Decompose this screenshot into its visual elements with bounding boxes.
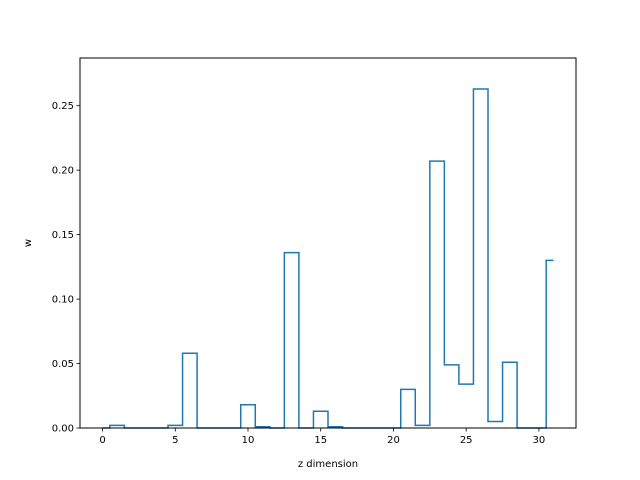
y-tick-label: 0.15 (52, 230, 74, 241)
plot-frame (79, 57, 577, 429)
series-line (102, 88, 554, 429)
x-tick-label: 15 (314, 435, 327, 446)
x-tick-label: 25 (460, 435, 473, 446)
y-tick-label: 0.20 (52, 166, 74, 177)
plot-series (102, 88, 554, 429)
x-tick-label: 10 (242, 435, 255, 446)
y-axis-label: w (23, 239, 34, 247)
y-tick-label: 0.00 (52, 424, 74, 435)
x-tick-label: 5 (172, 435, 178, 446)
x-axis-ticks: 0 5 10 15 20 25 30 (99, 428, 545, 446)
y-tick-label: 0.10 (52, 295, 74, 306)
x-tick-label: 0 (99, 435, 105, 446)
y-tick-label: 0.25 (52, 101, 74, 112)
x-tick-label: 20 (387, 435, 400, 446)
x-tick-label: 30 (533, 435, 546, 446)
x-axis-label: z dimension (298, 459, 358, 470)
y-tick-label: 0.05 (52, 359, 74, 370)
y-axis-ticks: 0.00 0.05 0.10 0.15 0.20 0.25 (52, 101, 80, 435)
